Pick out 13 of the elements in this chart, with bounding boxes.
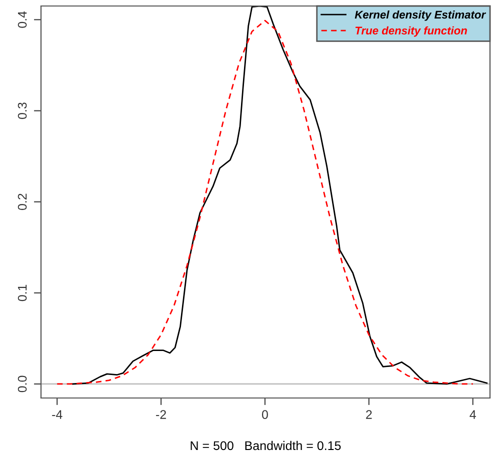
legend-label: True density function bbox=[355, 26, 467, 37]
legend-label: Kernel density Estimator bbox=[354, 10, 486, 21]
x-tick-label: 0 bbox=[262, 410, 268, 419]
y-tick-label: 0.3 bbox=[18, 102, 27, 119]
y-tick-label: 0.4 bbox=[18, 11, 27, 28]
x-tick-label: 2 bbox=[366, 410, 372, 419]
y-tick-label: 0.1 bbox=[18, 284, 27, 302]
y-tick-label: 0.2 bbox=[18, 194, 27, 210]
y-tick-label: 0.0 bbox=[18, 376, 27, 392]
x-tick-label: 4 bbox=[470, 410, 476, 419]
x-tick-label: -4 bbox=[52, 410, 62, 419]
x-axis-title: N = 500 Bandwidth = 0.15 bbox=[190, 440, 341, 450]
x-tick-label: -2 bbox=[156, 410, 166, 419]
